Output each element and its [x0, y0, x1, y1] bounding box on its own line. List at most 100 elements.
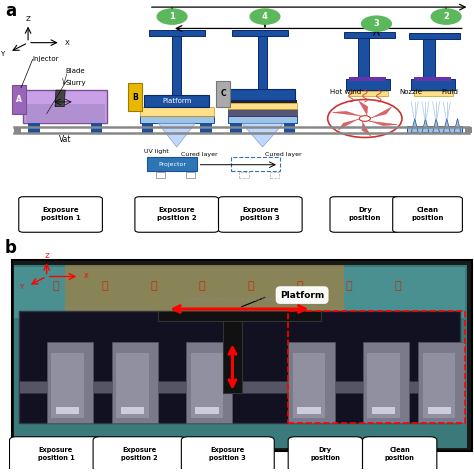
Circle shape — [431, 9, 461, 24]
Bar — [232, 29, 288, 36]
Bar — [465, 127, 472, 133]
Bar — [407, 126, 463, 133]
Circle shape — [328, 100, 402, 137]
Text: Platform: Platform — [162, 98, 191, 104]
Text: Redefining Precision Ceramics Manufacturing: Redefining Precision Ceramics Manufactur… — [186, 297, 297, 302]
Bar — [228, 100, 298, 103]
Bar — [239, 172, 249, 178]
Bar — [230, 89, 295, 100]
Text: 定: 定 — [150, 281, 157, 291]
Text: X: X — [84, 273, 89, 280]
Bar — [158, 311, 321, 320]
Text: a: a — [5, 2, 16, 20]
Bar — [139, 116, 214, 123]
Text: C: C — [220, 89, 226, 98]
Text: Y: Y — [0, 51, 5, 57]
Bar — [26, 104, 105, 123]
Bar — [367, 353, 400, 418]
Bar — [288, 311, 465, 423]
Bar — [283, 123, 295, 133]
Bar — [230, 123, 242, 133]
Bar — [91, 123, 102, 133]
Bar — [418, 341, 465, 423]
Text: Fluid: Fluid — [441, 90, 458, 95]
Text: Slurry: Slurry — [65, 80, 86, 86]
Bar — [112, 341, 158, 423]
Bar — [65, 265, 344, 325]
Text: Hot wind: Hot wind — [330, 90, 361, 95]
Polygon shape — [369, 107, 392, 118]
Circle shape — [250, 9, 280, 24]
Text: Injector: Injector — [33, 56, 59, 62]
Bar — [348, 91, 388, 96]
Text: 造: 造 — [394, 281, 401, 291]
Polygon shape — [433, 118, 439, 133]
FancyBboxPatch shape — [147, 157, 197, 172]
Text: Dry
position: Dry position — [349, 208, 381, 221]
Bar — [372, 407, 395, 413]
Text: 4: 4 — [262, 12, 268, 21]
Polygon shape — [367, 120, 398, 126]
Bar — [346, 79, 391, 90]
Bar — [14, 267, 465, 319]
Text: X: X — [65, 40, 70, 46]
Bar — [186, 172, 195, 178]
Text: Z: Z — [44, 253, 49, 259]
FancyBboxPatch shape — [392, 197, 462, 232]
Polygon shape — [362, 120, 371, 136]
Bar — [228, 116, 298, 123]
Circle shape — [157, 9, 187, 24]
Polygon shape — [443, 118, 450, 133]
Text: Y: Y — [19, 284, 23, 290]
Bar — [228, 109, 298, 116]
Bar — [156, 172, 165, 178]
Bar — [19, 311, 460, 423]
Bar — [51, 353, 84, 418]
Bar — [56, 407, 79, 413]
Text: 义: 义 — [199, 281, 206, 291]
FancyBboxPatch shape — [363, 437, 437, 472]
Text: Cured layer: Cured layer — [265, 152, 301, 156]
Bar — [116, 353, 149, 418]
Bar — [14, 127, 21, 133]
Text: Clean
position: Clean position — [385, 447, 415, 461]
Bar — [423, 36, 435, 90]
Bar — [223, 311, 242, 392]
Polygon shape — [359, 101, 368, 117]
FancyBboxPatch shape — [9, 437, 102, 472]
Bar — [19, 381, 460, 392]
FancyBboxPatch shape — [219, 197, 302, 232]
Text: 制: 制 — [345, 281, 352, 291]
Text: Nozzle: Nozzle — [400, 90, 423, 95]
Bar — [46, 341, 93, 423]
Text: Cured layer: Cured layer — [182, 152, 218, 156]
Text: Dry
position: Dry position — [310, 447, 340, 461]
Bar — [23, 90, 107, 123]
Bar — [144, 95, 209, 107]
Text: Exposure
position 1: Exposure position 1 — [41, 208, 81, 221]
Polygon shape — [242, 123, 283, 147]
Bar — [288, 341, 335, 423]
Text: Blade: Blade — [65, 68, 85, 74]
Text: b: b — [5, 239, 17, 257]
Bar — [344, 32, 395, 38]
Bar — [139, 107, 214, 116]
FancyBboxPatch shape — [93, 437, 186, 472]
Text: 3: 3 — [374, 19, 379, 28]
FancyBboxPatch shape — [330, 197, 400, 232]
Bar — [14, 265, 467, 448]
Polygon shape — [411, 118, 418, 133]
Bar — [121, 407, 144, 413]
Polygon shape — [422, 118, 429, 133]
Text: Exposure
position 2: Exposure position 2 — [157, 208, 197, 221]
FancyBboxPatch shape — [135, 197, 219, 232]
Bar — [28, 123, 40, 133]
Bar — [414, 77, 451, 81]
Text: Exposure
position 3: Exposure position 3 — [210, 447, 246, 461]
FancyBboxPatch shape — [182, 437, 274, 472]
Bar — [270, 172, 279, 178]
Bar — [200, 123, 211, 133]
Bar — [409, 33, 460, 39]
Text: Exposure
position 3: Exposure position 3 — [240, 208, 280, 221]
Text: 新: 新 — [101, 281, 108, 291]
